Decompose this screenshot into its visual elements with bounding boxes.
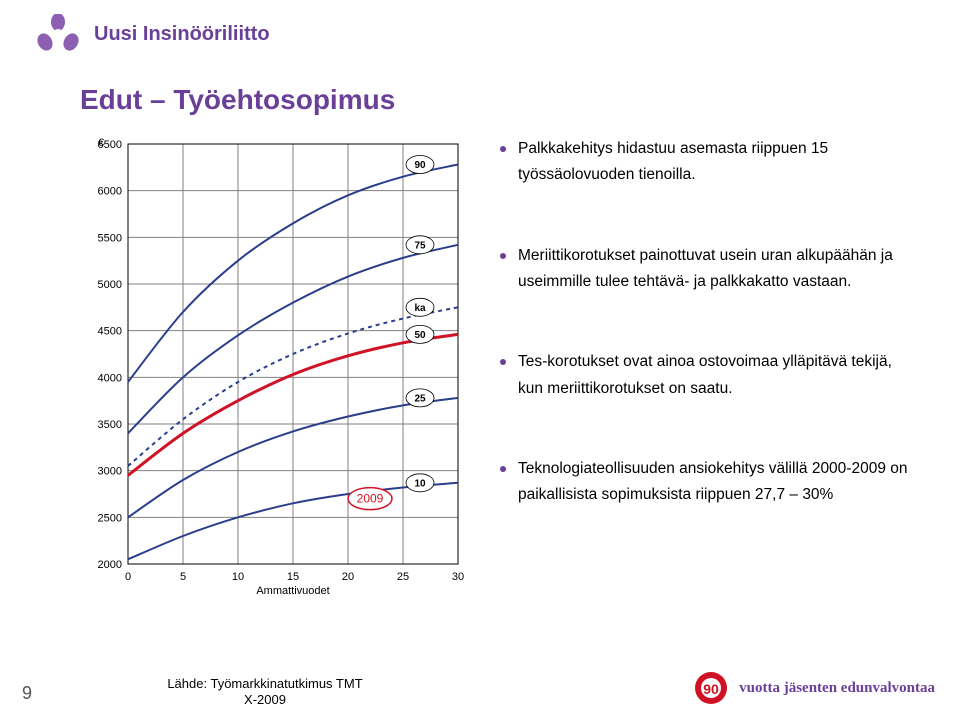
svg-text:25: 25 [414,393,426,404]
bullet-item: Teknologiateollisuuden ansiokehitys väli… [500,456,920,509]
svg-text:20: 20 [342,571,354,583]
page-number: 9 [22,683,32,704]
bullet-text: Palkkakehitys hidastuu asemasta riippuen… [518,136,920,189]
svg-text:30: 30 [452,571,464,583]
svg-text:2500: 2500 [98,512,122,524]
org-name: Uusi Insinööriliitto [94,23,270,46]
svg-text:4500: 4500 [98,326,122,338]
svg-text:10: 10 [414,478,426,489]
page-title: Edut – Työehtosopimus [0,54,959,116]
svg-text:75: 75 [414,240,426,251]
source-line2: X-2009 [244,692,286,707]
svg-text:25: 25 [397,571,409,583]
bullet-marker-icon [500,359,506,365]
svg-text:0: 0 [125,571,131,583]
svg-text:5000: 5000 [98,279,122,291]
svg-text:5500: 5500 [98,232,122,244]
bullet-marker-icon [500,466,506,472]
svg-text:3000: 3000 [98,466,122,478]
svg-text:6000: 6000 [98,186,122,198]
svg-text:2009: 2009 [357,492,384,506]
salary-chart: 2000250030003500400045005000550060006500… [80,136,475,586]
header: Uusi Insinööriliitto [0,0,959,54]
source-citation: Lähde: Työmarkkinatutkimus TMT X-2009 [135,676,395,709]
footer-slogan: vuotta jäsenten edunvalvontaa [739,680,935,697]
svg-text:2000: 2000 [98,559,122,571]
svg-text:50: 50 [414,330,426,341]
svg-text:€: € [98,137,104,149]
bullet-item: Tes-korotukset ovat ainoa ostovoimaa yll… [500,349,920,402]
svg-text:90: 90 [703,681,719,697]
anniversary-badge-icon: 90 [691,668,731,708]
svg-text:3500: 3500 [98,419,122,431]
footer-logo: 90 vuotta jäsenten edunvalvontaa [691,668,935,708]
bullet-text: Meriittikorotukset painottuvat usein ura… [518,243,920,296]
bullet-item: Meriittikorotukset painottuvat usein ura… [500,243,920,296]
svg-text:90: 90 [414,160,426,171]
content-area: 2000250030003500400045005000550060006500… [0,116,959,636]
svg-text:15: 15 [287,571,299,583]
source-line1: Lähde: Työmarkkinatutkimus TMT [167,676,362,691]
svg-text:4000: 4000 [98,372,122,384]
svg-text:Ammattivuodet: Ammattivuodet [256,585,329,596]
svg-text:10: 10 [232,571,244,583]
bullet-marker-icon [500,253,506,259]
org-logo-icon [32,14,84,54]
svg-text:5: 5 [180,571,186,583]
bullet-item: Palkkakehitys hidastuu asemasta riippuen… [500,136,920,189]
svg-text:ka: ka [414,303,426,314]
bullet-list: Palkkakehitys hidastuu asemasta riippuen… [500,136,920,563]
bullet-text: Tes-korotukset ovat ainoa ostovoimaa yll… [518,349,920,402]
bullet-marker-icon [500,146,506,152]
bullet-text: Teknologiateollisuuden ansiokehitys väli… [518,456,920,509]
